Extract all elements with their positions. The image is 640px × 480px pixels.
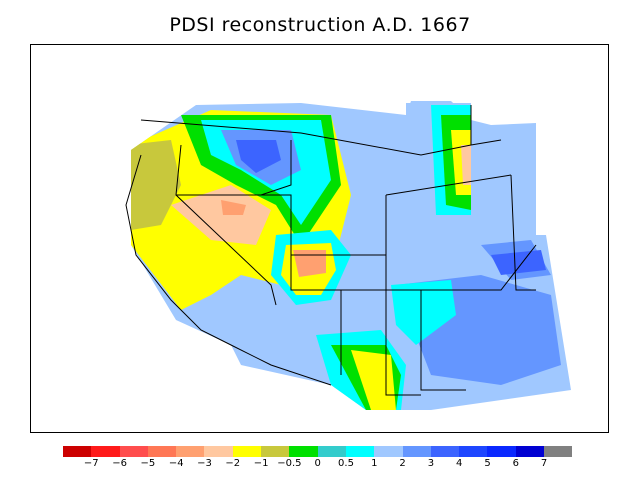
colorbar-swatch bbox=[345, 446, 375, 457]
colorbar-tick-label: −1 bbox=[253, 458, 269, 469]
border-nv-az bbox=[290, 255, 342, 375]
colorbar-swatch bbox=[487, 446, 516, 457]
colorbar-tick-label: −2 bbox=[225, 458, 241, 469]
coastline bbox=[125, 154, 332, 386]
colorbar-swatch bbox=[459, 446, 488, 457]
colorbar-tick-label: 5 bbox=[484, 458, 491, 469]
field-co-wet-core bbox=[491, 250, 546, 275]
border-ca-nv bbox=[175, 144, 277, 306]
colorbar-swatch bbox=[430, 446, 460, 457]
colorbar-swatch bbox=[515, 446, 545, 457]
field-nevada-core bbox=[221, 200, 246, 215]
field-az-dry bbox=[351, 350, 396, 410]
colorbar-tick-label: −4 bbox=[168, 458, 184, 469]
colorbar-tick-label: 0.5 bbox=[338, 458, 354, 469]
colorbar-swatch bbox=[232, 446, 262, 457]
colorbar-tick-label: 2 bbox=[399, 458, 406, 469]
colorbar-swatch bbox=[119, 446, 148, 457]
colorbar-swatch bbox=[402, 446, 431, 457]
colorbar-tick-label: 4 bbox=[456, 458, 463, 469]
field-nevada-dry bbox=[171, 185, 271, 245]
colorbar-swatch bbox=[176, 446, 205, 457]
colorbar-swatch bbox=[289, 446, 318, 457]
colorbar-tick-label: 1 bbox=[371, 458, 378, 469]
colorbar-swatch bbox=[91, 446, 120, 457]
field-olive-coast bbox=[131, 140, 181, 230]
pdsi-field bbox=[131, 101, 571, 410]
colorbar-tick-label: −3 bbox=[197, 458, 212, 469]
colorbar-swatch bbox=[317, 446, 346, 457]
border-co-ks bbox=[510, 174, 536, 291]
border-nm-tx bbox=[420, 290, 466, 391]
colorbar-swatch bbox=[374, 446, 403, 457]
pdsi-map bbox=[125, 101, 571, 410]
colorbar-swatch bbox=[261, 446, 290, 457]
colorbar-tick-label: −7 bbox=[83, 458, 99, 469]
colorbar-tick-label: −5 bbox=[140, 458, 156, 469]
map-title: PDSI reconstruction A.D. 1667 bbox=[169, 14, 471, 36]
colorbar-tick-label: 3 bbox=[427, 458, 435, 469]
map-panel bbox=[30, 44, 609, 433]
field-wet-idaho-core bbox=[236, 140, 281, 173]
field-north-core bbox=[461, 145, 471, 185]
colorbar-swatch bbox=[147, 446, 177, 457]
colorbar-swatch bbox=[544, 446, 573, 457]
colorbar-tick-label: 7 bbox=[540, 458, 548, 469]
border-canada bbox=[140, 119, 502, 156]
colorbar-swatch bbox=[204, 446, 233, 457]
pdsi-field-north bbox=[406, 103, 471, 230]
colorbar bbox=[63, 446, 573, 457]
field-utah-core bbox=[293, 250, 326, 277]
border-or-id bbox=[176, 140, 292, 196]
colorbar-tick-label: 6 bbox=[512, 458, 519, 469]
border-az-nm bbox=[385, 255, 421, 396]
border-wy bbox=[385, 174, 512, 196]
field-nm-cyan bbox=[391, 280, 456, 345]
colorbar-tick-label: −6 bbox=[112, 458, 127, 469]
colorbar-tick-label: 0 bbox=[314, 458, 321, 469]
colorbar-swatch bbox=[63, 446, 92, 457]
colorbar-tick-label: −0.5 bbox=[277, 458, 302, 469]
border-ut-co bbox=[341, 244, 537, 291]
state-boundaries bbox=[125, 105, 537, 396]
